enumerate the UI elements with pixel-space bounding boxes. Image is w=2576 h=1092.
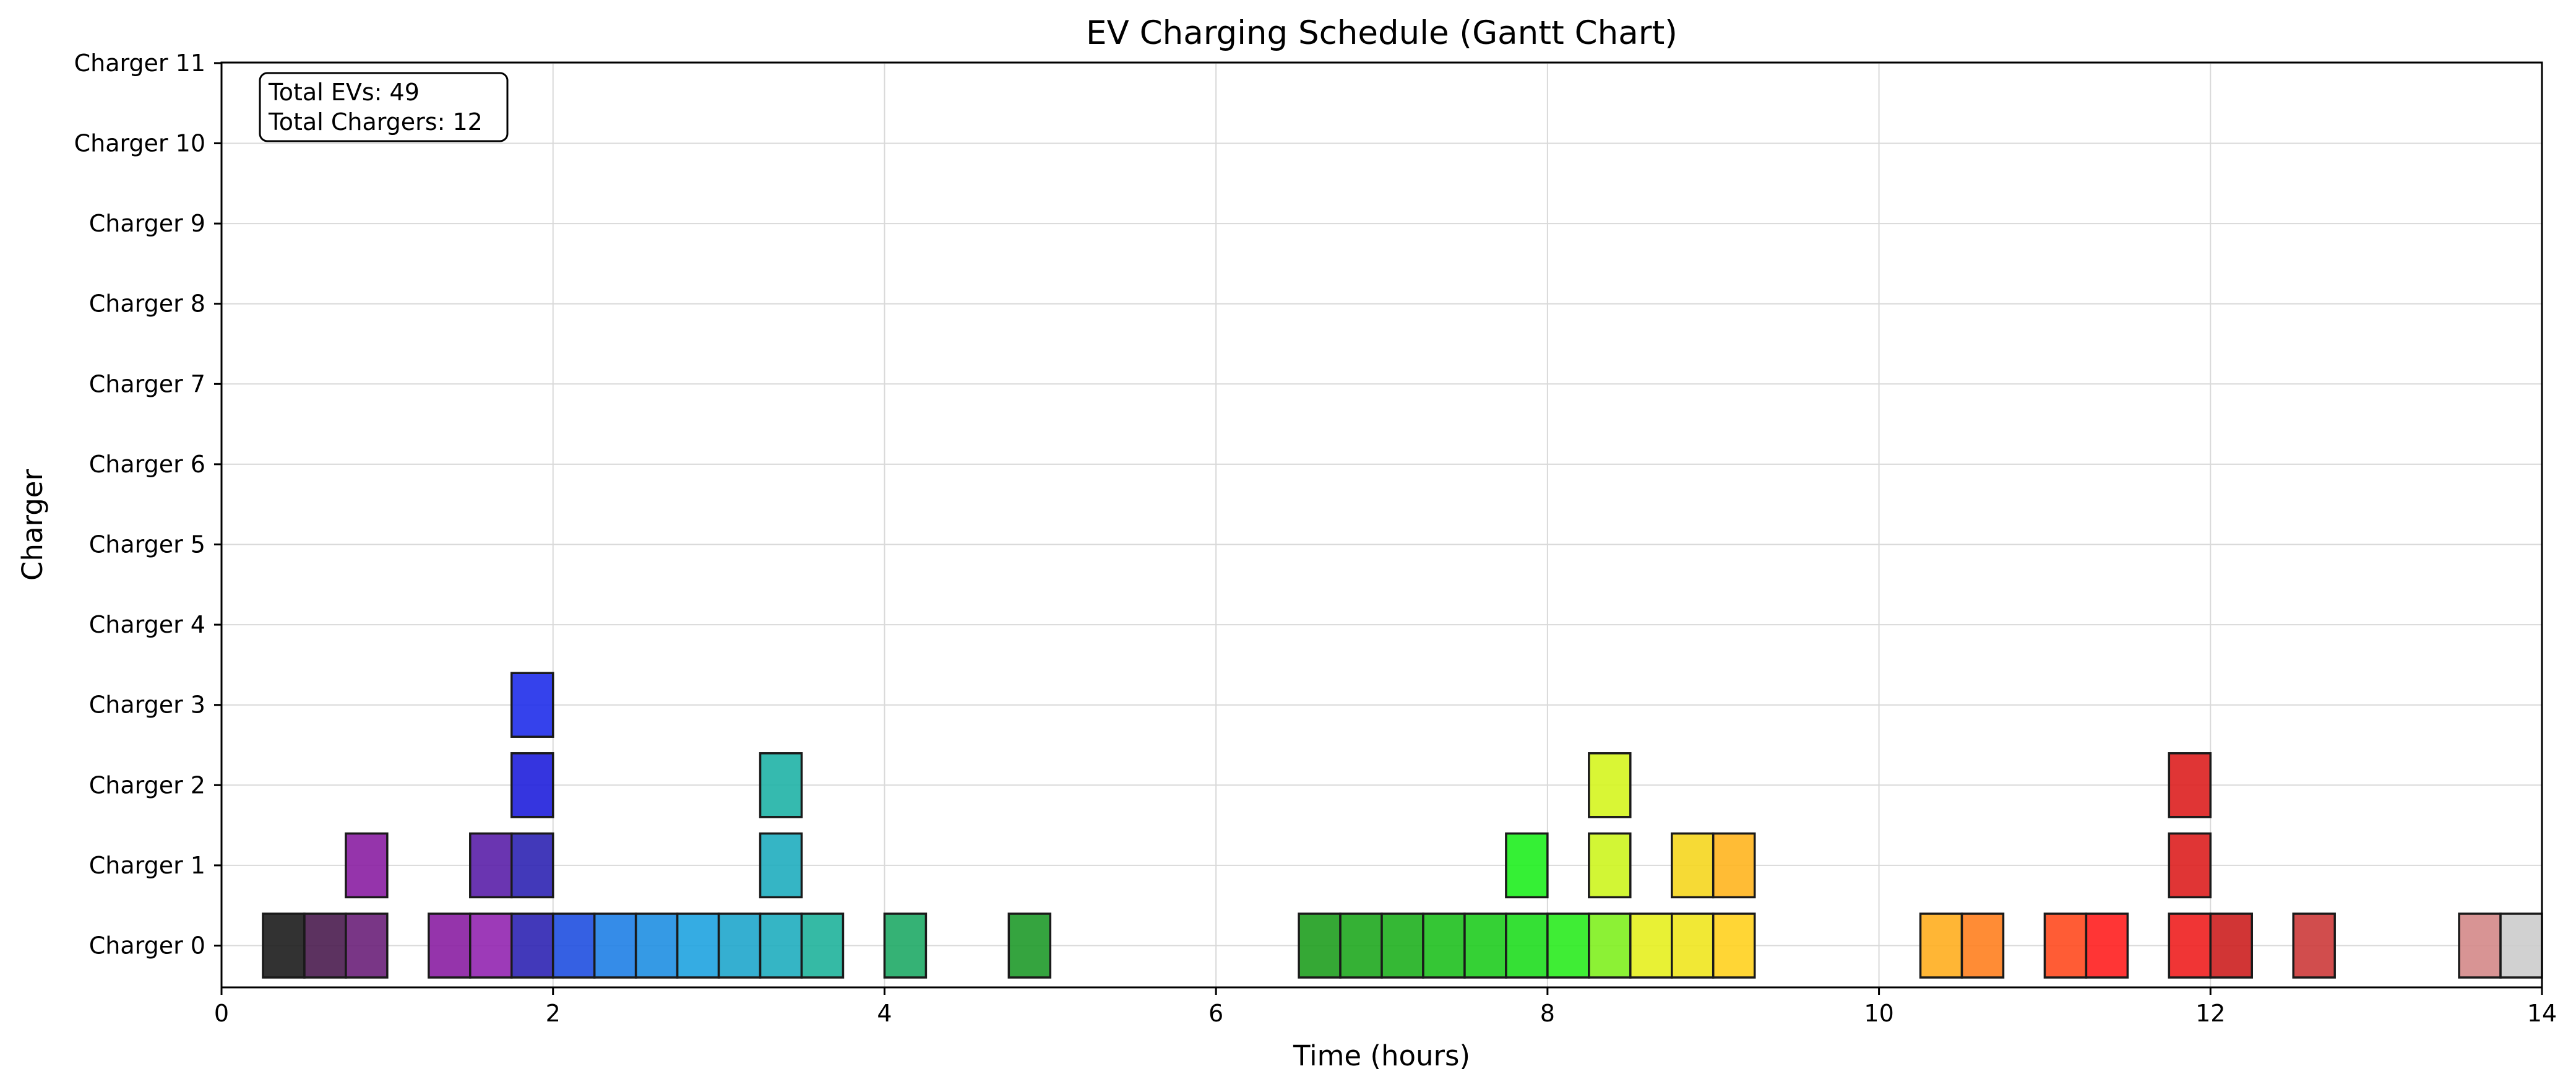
gantt-bar (1588, 752, 1632, 818)
info-box: Total EVs: 49 Total Chargers: 12 (259, 72, 509, 142)
gantt-bar (2043, 912, 2088, 979)
gantt-bar (1588, 912, 1632, 979)
gantt-bar (469, 832, 513, 899)
y-tick-label: Charger 4 (89, 611, 205, 638)
gantt-bar (2168, 752, 2212, 818)
gantt-bar (1381, 912, 1424, 979)
y-axis-label: Charger (16, 469, 49, 581)
gantt-bar (1007, 912, 1052, 979)
gantt-bar (1505, 832, 1549, 899)
total-evs-text: Total EVs: 49 (268, 79, 420, 106)
gantt-bar (2209, 912, 2253, 979)
gantt-bar (262, 912, 306, 979)
info-box-frame (259, 72, 509, 142)
chart-title: EV Charging Schedule (Gantt Chart) (1086, 14, 1678, 52)
gantt-bar (1671, 832, 1715, 899)
gantt-bar (1339, 912, 1383, 979)
gantt-bar (345, 832, 389, 899)
x-tick-label: 0 (214, 1000, 229, 1027)
y-tick-label: Charger 10 (74, 130, 205, 157)
gantt-bar (510, 672, 554, 738)
gantt-bar (510, 752, 554, 818)
y-tick-label: Charger 1 (89, 852, 205, 879)
gantt-bar (759, 832, 803, 899)
gantt-bar (593, 912, 637, 979)
gantt-bar (345, 912, 389, 979)
x-tick-label: 12 (2195, 1000, 2225, 1027)
gantt-bar (2499, 912, 2543, 979)
gantt-bar (1463, 912, 1507, 979)
gantt-bar (759, 752, 803, 818)
gantt-bar (2085, 912, 2129, 979)
gantt-bar (510, 912, 554, 979)
gantt-bar (1546, 912, 1590, 979)
y-tick-label: Charger 7 (89, 370, 205, 397)
x-tick-label: 14 (2527, 1000, 2557, 1027)
x-axis-label: Time (hours) (1293, 1039, 1470, 1072)
y-tick-label: Charger 5 (89, 531, 205, 558)
y-tick-label: Charger 3 (89, 691, 205, 719)
gantt-bar (1960, 912, 2005, 979)
gantt-bar (800, 912, 845, 979)
gantt-bar (759, 912, 803, 979)
gantt-bar (717, 912, 762, 979)
gantt-bar (1712, 912, 1756, 979)
gantt-bar (428, 912, 472, 979)
x-tick-label: 10 (1864, 1000, 1893, 1027)
total-chargers-text: Total Chargers: 12 (268, 108, 483, 136)
gantt-bar (1712, 832, 1756, 899)
gantt-bar (551, 912, 596, 979)
gantt-bar (1629, 912, 1673, 979)
gantt-bar (1588, 832, 1632, 899)
x-tick-label: 2 (546, 1000, 561, 1027)
x-tick-label: 6 (1208, 1000, 1223, 1027)
x-tick-label: 4 (877, 1000, 892, 1027)
gantt-bar (2168, 832, 2212, 899)
gantt-bar (2292, 912, 2336, 979)
y-tick-label: Charger 6 (89, 451, 205, 478)
gantt-bar (469, 912, 513, 979)
grid-layer (221, 62, 2543, 987)
gantt-bar (634, 912, 679, 979)
y-tick-label: Charger 2 (89, 771, 205, 799)
gantt-bar (1919, 912, 1963, 979)
gantt-bar (1505, 912, 1549, 979)
gantt-bar (2168, 912, 2212, 979)
bars-layer (262, 672, 2543, 979)
gantt-bar (676, 912, 720, 979)
y-tick-label: Charger 0 (89, 932, 205, 960)
gantt-bar (883, 912, 928, 979)
gantt-bar (1298, 912, 1342, 979)
y-tick-label: Charger 8 (89, 290, 205, 318)
gantt-bar (2458, 912, 2502, 979)
gantt-bar (1671, 912, 1715, 979)
y-tick-label: Charger 11 (74, 50, 205, 77)
y-tick-label: Charger 9 (89, 210, 205, 237)
gantt-bar (510, 832, 554, 899)
gantt-bar (303, 912, 347, 979)
plot-frame (220, 61, 2543, 989)
gantt-bar (1422, 912, 1466, 979)
ticks-layer: 0 2 4 6 8 10 12 14 Charger 0 Charger 1 Charger 2 Ch… (74, 50, 2557, 1027)
x-tick-label: 8 (1540, 1000, 1555, 1027)
